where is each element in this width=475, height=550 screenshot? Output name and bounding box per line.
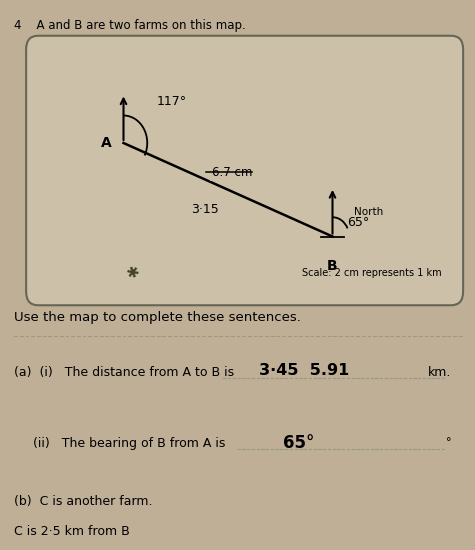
Text: (a)  (i)   The distance from A to B is: (a) (i) The distance from A to B is bbox=[14, 366, 238, 379]
Text: A: A bbox=[101, 136, 112, 150]
Text: Scale: 2 cm represents 1 km: Scale: 2 cm represents 1 km bbox=[302, 268, 442, 278]
Text: 65°: 65° bbox=[347, 216, 369, 229]
Text: km.: km. bbox=[428, 366, 451, 379]
Text: 4    A and B are two farms on this map.: 4 A and B are two farms on this map. bbox=[14, 19, 246, 32]
Text: (b)  C is another farm.: (b) C is another farm. bbox=[14, 495, 153, 508]
Text: (ii)   The bearing of B from A is: (ii) The bearing of B from A is bbox=[33, 437, 229, 450]
Text: C is 2·5 km from B: C is 2·5 km from B bbox=[14, 525, 130, 538]
Text: 117°: 117° bbox=[157, 95, 187, 108]
Text: North: North bbox=[354, 207, 383, 217]
Text: 3·45  5.91: 3·45 5.91 bbox=[259, 363, 349, 378]
Text: 65°: 65° bbox=[283, 434, 314, 453]
Text: 3·15: 3·15 bbox=[191, 203, 219, 216]
Text: 6.7 cm: 6.7 cm bbox=[211, 167, 252, 179]
FancyBboxPatch shape bbox=[26, 36, 463, 305]
Text: Use the map to complete these sentences.: Use the map to complete these sentences. bbox=[14, 311, 301, 324]
Text: °: ° bbox=[446, 437, 451, 447]
Text: ✱: ✱ bbox=[124, 263, 142, 282]
Text: B: B bbox=[327, 258, 338, 272]
